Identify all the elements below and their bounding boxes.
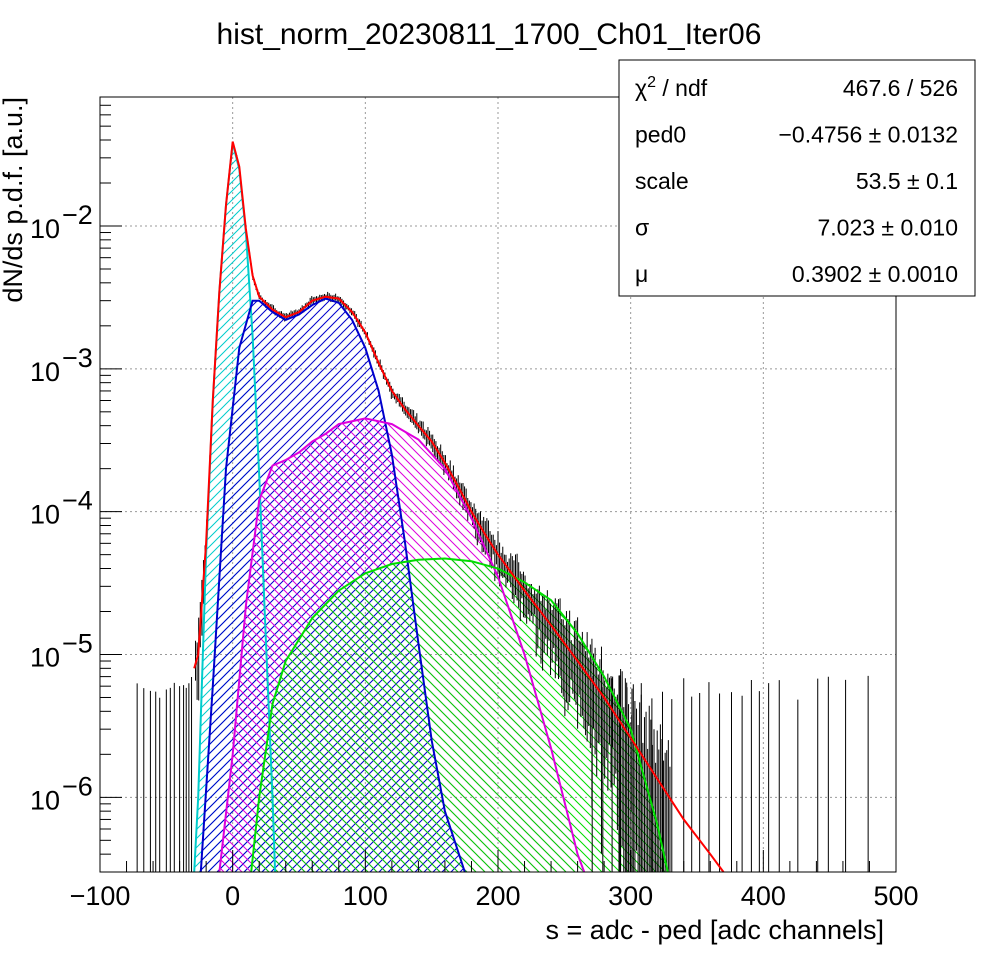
x-tick-label: 300 [608,881,653,911]
x-tick-labels: −100 0 100 200 300 400 500 [70,881,919,911]
stats-row-label: σ [635,215,649,241]
y-tick-exponent: −2 [62,200,93,230]
y-tick-labels: 10−210−310−410−510−6 [30,200,93,815]
stats-row-value: 0.3902 ± 0.0010 [792,261,958,287]
series-line [218,417,586,873]
y-tick-exponent: −6 [62,771,93,801]
y-tick-label: 10 [30,214,60,244]
x-tick-label: 200 [475,881,520,911]
x-tick-label: 500 [873,881,918,911]
series-line [250,557,669,873]
series-lines [193,141,725,873]
y-tick-label: 10 [30,642,60,672]
stats-row-value: 53.5 ± 0.1 [856,168,958,194]
series-line [193,141,725,873]
y-tick-label: 10 [30,500,60,530]
y-tick-exponent: −4 [62,486,93,516]
stats-box-frame [618,59,976,297]
x-axis-label: s = adc - ped [adc channels] [546,915,884,945]
y-tick-label: 10 [30,785,60,815]
chart-title: hist_norm_20230811_1700_Ch01_Iter06 [217,18,762,51]
y-tick-label: 10 [30,357,60,387]
stats-row-label: ped0 [635,122,686,148]
x-tick-label: 400 [741,881,786,911]
x-tick-label: −100 [70,881,131,911]
x-tick-label: 100 [343,881,388,911]
stats-row-value: 467.6 / 526 [843,75,958,101]
y-tick-exponent: −3 [62,343,93,373]
stats-row-label: μ [635,261,648,287]
series-line [199,297,466,873]
y-tick-exponent: −5 [62,628,93,658]
x-tick-label: 0 [225,881,240,911]
fit-stats-box: χ2 / ndf 467.6 / 526 ped0 −0.4756 ± 0.0132 s… [618,59,976,297]
y-axis-label: dN/ds p.d.f. [a.u.] [0,97,28,303]
series-fills [194,143,668,873]
axis-ticks [99,96,897,873]
stats-row-value: 7.023 ± 0.010 [817,215,958,241]
stats-row-value: −0.4756 ± 0.0132 [778,122,958,148]
stats-row-label: χ2 / ndf [635,74,708,101]
stats-row-label: scale [635,168,689,194]
